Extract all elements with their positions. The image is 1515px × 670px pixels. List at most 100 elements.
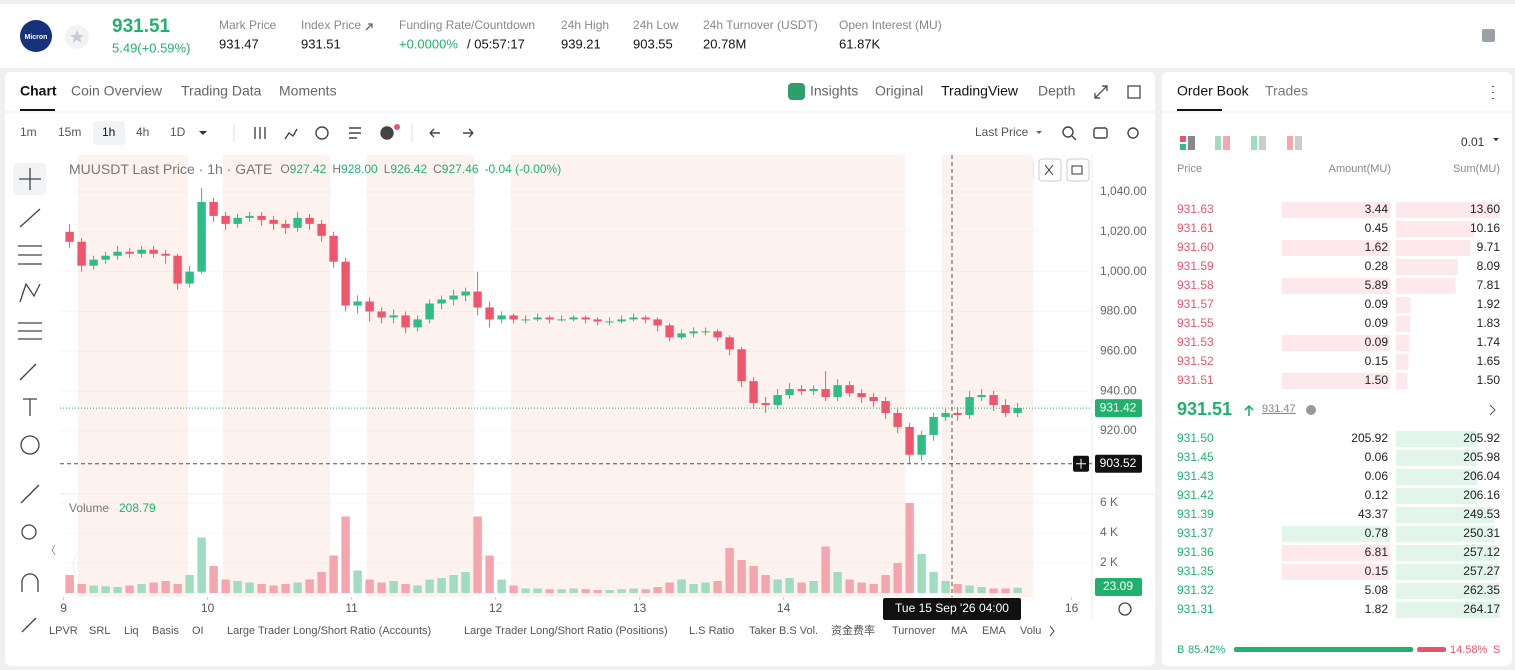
chart-tab[interactable]: Trading Data <box>181 83 262 99</box>
indicator[interactable]: Volu <box>1020 625 1041 637</box>
dropdown-icon[interactable] <box>1493 138 1499 141</box>
drawing-tools[interactable] <box>18 168 42 633</box>
book-amount: 0.15 <box>1365 564 1389 578</box>
book-price[interactable]: 931.31 <box>1177 602 1214 616</box>
volume-bar <box>341 516 350 593</box>
candle-body <box>509 315 518 320</box>
indicator[interactable]: SRL <box>89 625 110 637</box>
book-price[interactable]: 931.32 <box>1177 583 1214 597</box>
volume-bar <box>293 582 302 593</box>
book-price[interactable]: 931.35 <box>1177 564 1214 578</box>
y-tick-label: 1,040.00 <box>1100 184 1147 198</box>
volume-bar <box>845 579 854 593</box>
book-amount: 1.62 <box>1365 240 1389 254</box>
stat-value: 903.55 <box>633 36 673 51</box>
scroll-icon[interactable] <box>1049 625 1055 637</box>
book-price[interactable]: 931.45 <box>1177 450 1214 464</box>
book-price[interactable]: 931.50 <box>1177 431 1214 445</box>
book-price[interactable]: 931.63 <box>1177 202 1214 216</box>
candle-body <box>605 321 614 323</box>
depth-bar <box>1396 373 1408 389</box>
fullscreen-icon[interactable] <box>1094 85 1108 99</box>
last-price: 931.51 <box>112 16 171 37</box>
book-price[interactable]: 931.52 <box>1177 354 1214 368</box>
indicator[interactable]: Large Trader Long/Short Ratio (Accounts) <box>227 625 431 637</box>
book-price[interactable]: 931.59 <box>1177 259 1214 273</box>
menu-icon[interactable] <box>1482 29 1495 42</box>
interval[interactable]: 1D <box>170 125 186 139</box>
logo[interactable] <box>20 20 52 52</box>
indicator[interactable]: EMA <box>982 625 1007 637</box>
indicator[interactable]: Liq <box>124 625 139 637</box>
chevron[interactable] <box>1489 404 1496 416</box>
indicator[interactable]: OI <box>192 625 204 637</box>
interval[interactable]: 4h <box>136 125 149 139</box>
book-price[interactable]: 931.61 <box>1177 221 1214 235</box>
dropdown-icon[interactable] <box>1036 131 1042 134</box>
candle-body <box>977 395 986 398</box>
book-price[interactable]: 931.36 <box>1177 545 1214 559</box>
toolbar-icons[interactable] <box>254 126 1139 141</box>
book-price[interactable]: 931.60 <box>1177 240 1214 254</box>
header-panel <box>0 4 1515 68</box>
indicator[interactable]: Basis <box>152 625 179 637</box>
chart-tab[interactable]: Moments <box>279 83 337 99</box>
book-price[interactable]: 931.42 <box>1177 488 1214 502</box>
indicator[interactable]: Large Trader Long/Short Ratio (Positions… <box>464 625 668 637</box>
candle-body <box>137 249 146 254</box>
amount-flash <box>1282 240 1390 256</box>
volume-bar <box>149 582 158 593</box>
book-price[interactable]: 931.57 <box>1177 297 1214 311</box>
interval[interactable]: 1h <box>102 125 115 139</box>
book-price[interactable]: 931.58 <box>1177 278 1214 292</box>
dropdown-icon[interactable] <box>199 131 207 135</box>
book-tab[interactable]: Order Book <box>1177 83 1250 99</box>
x-tick-label: 9 <box>60 601 67 615</box>
interval[interactable]: 1m <box>20 125 37 139</box>
chart-tab[interactable]: Chart <box>20 83 57 99</box>
candle-body <box>809 389 818 392</box>
book-price[interactable]: 931.43 <box>1177 469 1214 483</box>
view-tab[interactable]: TradingView <box>941 83 1019 99</box>
settings-icon[interactable] <box>1118 602 1132 616</box>
up-arrow <box>1244 404 1254 416</box>
window-icon[interactable] <box>1127 85 1141 99</box>
book-price[interactable]: 931.51 <box>1177 373 1214 387</box>
book-amount: 0.28 <box>1365 259 1389 273</box>
book-price[interactable]: 931.39 <box>1177 507 1214 521</box>
volume-bar <box>65 575 74 593</box>
volume-bar <box>713 581 722 593</box>
book-price[interactable]: 931.53 <box>1177 335 1214 349</box>
indicator[interactable]: Turnover <box>892 625 936 637</box>
chart-tab[interactable]: Coin Overview <box>71 83 163 99</box>
book-tab[interactable]: Trades <box>1265 83 1308 99</box>
indicator[interactable]: LPVR <box>49 625 78 637</box>
candle-body <box>89 259 98 266</box>
indicator[interactable]: Taker B.S Vol. <box>749 625 818 637</box>
collapse-icon[interactable] <box>51 544 56 556</box>
interval[interactable]: 15m <box>58 125 81 139</box>
indicator[interactable]: MA <box>951 625 968 637</box>
view-tab[interactable]: Insights <box>810 83 858 99</box>
volume-bar <box>485 555 494 593</box>
volume-bar <box>761 575 770 593</box>
price-source[interactable]: Last Price <box>975 125 1029 139</box>
legend-item: H <box>332 162 341 176</box>
indicator[interactable]: 资金费率 <box>831 623 875 637</box>
volume-tick-label: 6 K <box>1100 495 1118 509</box>
ai-icon[interactable] <box>788 83 805 100</box>
indicator[interactable]: L.S Ratio <box>689 625 734 637</box>
stat-label: 24h High <box>561 18 609 32</box>
book-view-icons[interactable] <box>1180 136 1302 150</box>
candle-body <box>413 319 422 328</box>
candle-body <box>401 315 410 328</box>
volume-bar <box>197 537 206 593</box>
view-tab[interactable]: Original <box>875 83 923 99</box>
stat-value: 20.78M <box>703 36 746 51</box>
view-tab[interactable]: Depth <box>1038 83 1075 99</box>
book-price[interactable]: 931.37 <box>1177 526 1214 540</box>
notification-dot <box>394 124 400 130</box>
precision[interactable]: 0.01 <box>1461 135 1485 149</box>
book-price[interactable]: 931.55 <box>1177 316 1214 330</box>
volume-bar <box>953 584 962 593</box>
